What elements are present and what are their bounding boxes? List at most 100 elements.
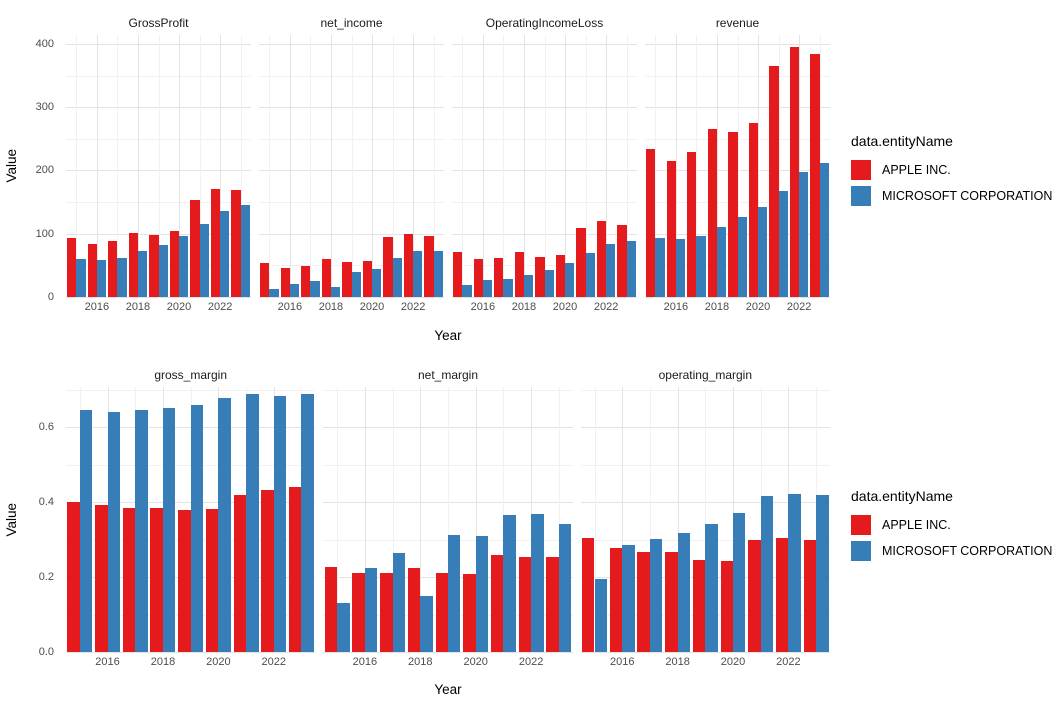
gridline-major-v [289, 35, 291, 297]
bar-apple-inc-2023 [803, 540, 817, 652]
bar-apple-inc-2017 [380, 572, 393, 652]
bar-microsoft-corporation-2018 [162, 407, 176, 652]
x-tick-label-2022: 2022 [518, 656, 544, 668]
bar-apple-inc-2018 [128, 232, 138, 297]
bar-apple-inc-2017 [687, 151, 697, 297]
gridline-minor-v [351, 35, 353, 297]
bar-apple-inc-2019 [692, 559, 706, 652]
legend-item-apple-inc: APPLE INC. [851, 159, 1052, 181]
bar-apple-inc-2020 [362, 260, 373, 297]
bar-microsoft-corporation-2016 [675, 239, 686, 297]
x-tick-label-2018: 2018 [408, 656, 433, 668]
gridline-major-v [677, 387, 679, 652]
bar-microsoft-corporation-2020 [758, 206, 768, 297]
y-tick-label-0: 0 [47, 291, 54, 303]
x-tick-label-2020: 2020 [359, 301, 385, 313]
legend: data.entityName APPLE INC. MICROSOFT CORP… [851, 133, 1052, 211]
legend-label: MICROSOFT CORPORATION [882, 189, 1053, 203]
x-axis-ticks: 2016 2018 2020 2022 [259, 297, 444, 317]
gridline-major-h [452, 297, 637, 298]
gridline-major-v [364, 387, 366, 652]
bar-apple-inc-2020 [720, 561, 733, 652]
bar-apple-inc-2016 [280, 268, 290, 297]
bar-microsoft-corporation-2016 [364, 567, 378, 652]
bar-microsoft-corporation-2016 [96, 260, 107, 297]
bar-apple-inc-2021 [490, 554, 504, 652]
bar-apple-inc-2023 [231, 190, 241, 297]
legend-label: APPLE INC. [882, 518, 951, 532]
legend-title: data.entityName [851, 488, 953, 504]
gridline-major-v [675, 35, 677, 297]
bar-microsoft-corporation-2015 [337, 603, 350, 652]
gridline-major-v [475, 387, 477, 652]
gridline-minor-v [117, 35, 119, 297]
bar-microsoft-corporation-2023 [433, 251, 443, 297]
bar-apple-inc-2017 [637, 551, 650, 652]
bar-apple-inc-2022 [518, 557, 532, 652]
facet-gross-margin: gross_margin 2016 2018 2020 2022 [66, 363, 316, 672]
gridline-major-v [179, 35, 181, 297]
bar-microsoft-corporation-2016 [482, 280, 493, 297]
bottom-chart-row: Value 0.0 0.2 0.4 0.6 gross_margin 2016 2018 2… [0, 355, 1064, 711]
gridline-major-h [323, 652, 573, 653]
x-axis-ticks: 2016 2018 2020 2022 [323, 652, 572, 672]
bar-microsoft-corporation-2023 [301, 393, 314, 652]
facet-title: operating_margin [658, 368, 753, 382]
bar-microsoft-corporation-2020 [565, 263, 575, 297]
facet-panel-gross-margin [66, 387, 316, 653]
bar-apple-inc-2022 [775, 538, 789, 652]
gridline-major-v [758, 35, 760, 297]
bar-microsoft-corporation-2017 [117, 257, 127, 297]
legend-title: data.entityName [851, 133, 953, 149]
bar-microsoft-corporation-2022 [531, 514, 544, 652]
bar-microsoft-corporation-2021 [199, 223, 209, 297]
bar-apple-inc-2022 [210, 188, 221, 297]
bar-microsoft-corporation-2018 [420, 595, 433, 652]
bar-microsoft-corporation-2022 [606, 244, 616, 297]
bar-apple-inc-2018 [665, 551, 678, 652]
x-tick-label-2018: 2018 [318, 301, 344, 313]
bar-apple-inc-2022 [596, 221, 607, 297]
facet-operatingincomeloss: OperatingIncomeLoss 2016 2018 2020 2022 [452, 10, 637, 317]
gridline-major-v [420, 387, 422, 652]
bar-microsoft-corporation-2021 [503, 515, 516, 652]
bar-apple-inc-2021 [769, 65, 779, 297]
bar-apple-inc-2020 [205, 508, 219, 652]
bar-apple-inc-2023 [546, 557, 559, 652]
x-tick-label-2022: 2022 [207, 301, 233, 313]
gridline-major-h [66, 297, 251, 298]
bar-microsoft-corporation-2019 [544, 269, 554, 297]
y-axis: 0 100 200 300 400 [0, 35, 58, 303]
y-tick-label-0-0: 0.0 [38, 646, 54, 658]
bar-apple-inc-2019 [342, 262, 352, 297]
x-tick-label-2018: 2018 [511, 301, 537, 313]
bar-microsoft-corporation-2021 [246, 393, 259, 652]
x-tick-label-2020: 2020 [745, 301, 771, 313]
bar-apple-inc-2016 [95, 505, 108, 652]
bar-apple-inc-2019 [178, 510, 191, 652]
gridline-minor-v [737, 35, 739, 297]
bar-microsoft-corporation-2015 [79, 409, 93, 652]
y-tick-label-0-4: 0.4 [38, 496, 54, 509]
legend-items: APPLE INC. MICROSOFT CORPORATION [851, 159, 1052, 207]
x-tick-label-2016: 2016 [277, 301, 303, 313]
gridline-minor-v [778, 35, 780, 297]
facet-net-margin: net_margin 2016 2018 2020 2022 [323, 363, 573, 672]
facet-net-income: net_income 2016 2018 2020 2022 [259, 10, 444, 317]
bar-microsoft-corporation-2018 [677, 532, 691, 652]
bar-microsoft-corporation-2021 [760, 496, 774, 652]
gridline-major-v [606, 35, 608, 297]
bar-apple-inc-2023 [810, 54, 820, 297]
bar-microsoft-corporation-2021 [778, 190, 788, 297]
bar-microsoft-corporation-2015 [655, 237, 665, 297]
x-tick-label-2022: 2022 [776, 656, 801, 668]
legend-label: MICROSOFT CORPORATION [882, 544, 1053, 558]
bar-apple-inc-2015 [67, 237, 77, 297]
gridline-major-v [137, 35, 139, 297]
gridline-minor-v [655, 35, 657, 297]
gridline-minor-v [594, 387, 596, 652]
bar-microsoft-corporation-2022 [220, 211, 230, 297]
gridline-minor-v [705, 387, 707, 652]
gridline-major-v [96, 35, 98, 297]
facet-title: gross_margin [154, 368, 228, 382]
